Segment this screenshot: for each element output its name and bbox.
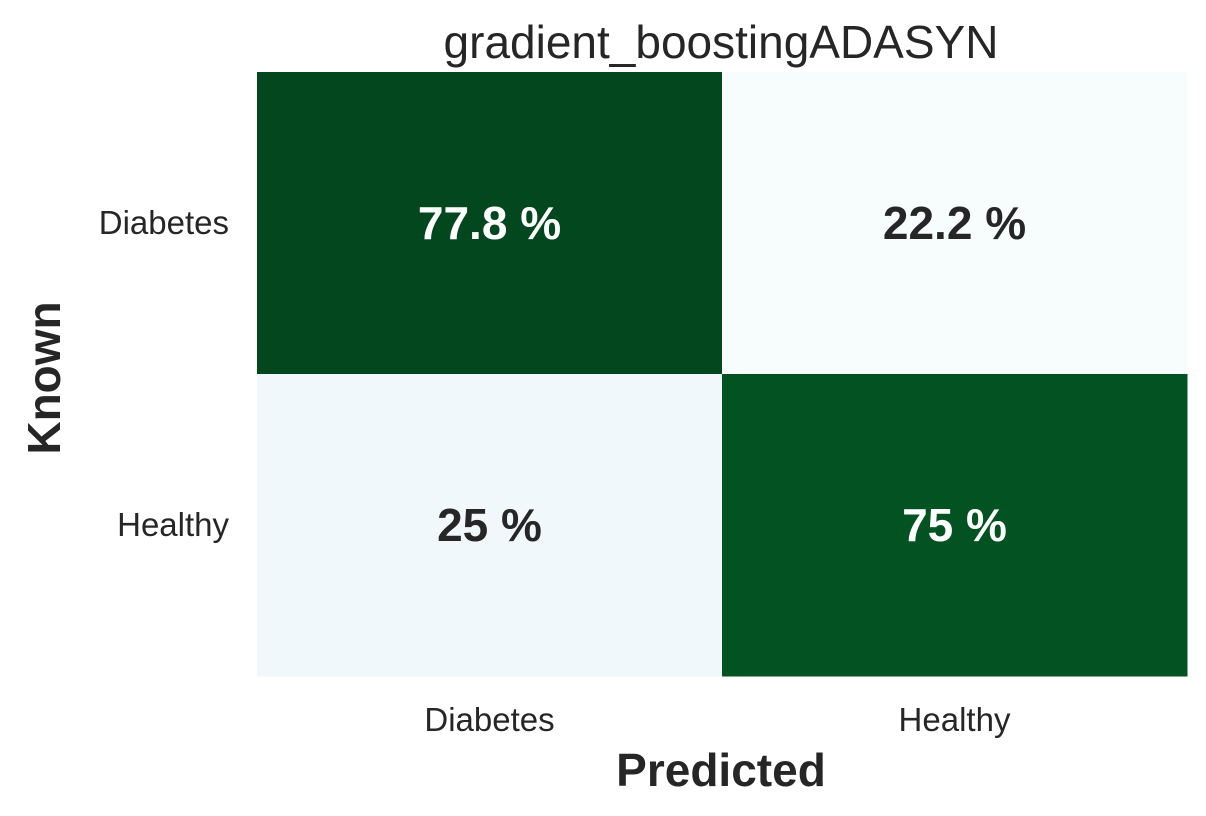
heatmap-cell-healthy-diabetes <box>257 374 723 677</box>
x-axis-label: Predicted <box>616 744 826 796</box>
x-tick-label: Diabetes <box>424 701 554 738</box>
y-axis-label: Known <box>18 301 70 454</box>
heatmap-cell-labels: 77.8 % 22.2 % 25 % 75 % <box>418 197 1026 551</box>
chart-title: gradient_boostingADASYN <box>444 16 999 68</box>
y-axis-ticks: Diabetes Healthy <box>99 204 230 543</box>
heatmap-cell-healthy-healthy <box>722 374 1188 677</box>
heatmap-cell-label: 25 % <box>437 499 542 551</box>
y-tick-label: Diabetes <box>99 204 229 241</box>
y-tick-label: Healthy <box>117 506 229 543</box>
x-axis-ticks: Diabetes Healthy <box>424 701 1011 738</box>
heatmap-cell-label: 22.2 % <box>883 197 1026 249</box>
heatmap-cell-label: 75 % <box>902 499 1007 551</box>
x-tick-label: Healthy <box>899 701 1011 738</box>
heatmap-cell-diabetes-diabetes <box>257 72 723 375</box>
heatmap-cells <box>257 72 1188 677</box>
heatmap-cell-label: 77.8 % <box>418 197 561 249</box>
heatmap-cell-diabetes-healthy <box>722 72 1188 375</box>
